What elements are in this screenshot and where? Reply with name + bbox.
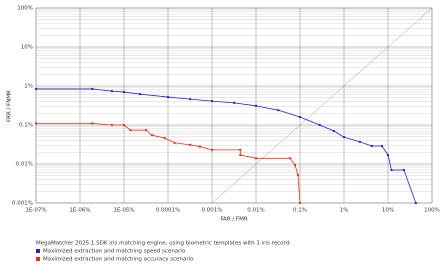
data-point — [414, 202, 417, 204]
y-tick-label: 0.001% — [12, 201, 33, 207]
data-point — [370, 144, 373, 147]
data-point — [189, 98, 192, 101]
data-point — [332, 130, 335, 133]
data-point — [110, 90, 113, 93]
x-tick-label: 100% — [424, 208, 440, 214]
x-tick-label: 0.001% — [202, 208, 223, 214]
x-tick-label: 10% — [382, 208, 394, 214]
data-point — [277, 109, 280, 112]
x-axis-title: FAR / FMR — [220, 217, 248, 223]
x-tick-label: 0.1% — [293, 208, 307, 214]
data-point — [189, 143, 192, 146]
data-point — [129, 129, 132, 132]
data-point — [255, 157, 257, 160]
data-point — [123, 91, 125, 94]
y-axis-title: FRR / FNMR — [7, 90, 13, 122]
data-point — [294, 164, 297, 167]
x-tick-label: 0.0001% — [156, 208, 180, 214]
data-point — [211, 148, 213, 151]
y-tick-label: 100% — [17, 6, 33, 12]
data-point — [343, 136, 345, 139]
y-tick-label: 1% — [24, 84, 33, 90]
data-point — [198, 145, 201, 148]
data-point — [167, 96, 169, 99]
y-tick-label: 0.01% — [16, 162, 33, 168]
data-point — [211, 100, 213, 103]
data-point — [402, 169, 405, 172]
legend: Maximized extraction and matching speed … — [36, 249, 194, 263]
data-point — [173, 141, 176, 144]
data-point — [239, 148, 242, 151]
series-line — [36, 88, 417, 204]
data-point — [299, 202, 301, 204]
data-point — [110, 124, 113, 126]
data-point — [239, 154, 242, 157]
data-point — [255, 104, 257, 107]
data-point — [35, 87, 37, 90]
y-tick-label: 10% — [21, 45, 33, 51]
plot-area — [35, 7, 433, 204]
legend-swatch — [36, 249, 40, 253]
data-point — [387, 154, 389, 157]
plot — [35, 87, 417, 204]
data-point — [318, 124, 321, 126]
data-point — [380, 144, 383, 147]
data-point — [138, 93, 141, 96]
x-tick-label: 0.01% — [247, 208, 264, 214]
data-point — [123, 124, 125, 126]
data-point — [358, 140, 361, 143]
x-tick-label: 1E-06% — [69, 208, 90, 214]
data-point — [91, 122, 94, 125]
x-tick-label: 1E-07% — [25, 208, 46, 214]
legend-label: Maximized extraction and matching accura… — [43, 257, 194, 263]
eer-line — [211, 7, 433, 204]
data-point — [233, 101, 236, 104]
data-point — [299, 116, 301, 119]
data-point — [289, 157, 292, 160]
data-point — [145, 129, 148, 132]
y-tick-label: 0.1% — [19, 123, 33, 129]
data-point — [296, 174, 299, 177]
legend-swatch — [36, 257, 40, 261]
grid: 0.001% 0.01% 0.1% 1% 10% 100% 1E-07% 1E-06% 1E-0… — [12, 6, 440, 214]
data-point — [163, 137, 166, 140]
x-tick-label: 1E-05% — [113, 208, 134, 214]
data-point — [390, 169, 393, 172]
x-tick-label: 1% — [340, 208, 349, 214]
data-point — [35, 122, 37, 125]
data-point — [91, 87, 94, 90]
legend-title: MegaMatcher 2025.1 SDK iris matching eng… — [36, 241, 291, 247]
data-point — [150, 134, 153, 137]
legend-label: Maximized extraction and matching speed … — [43, 249, 186, 255]
